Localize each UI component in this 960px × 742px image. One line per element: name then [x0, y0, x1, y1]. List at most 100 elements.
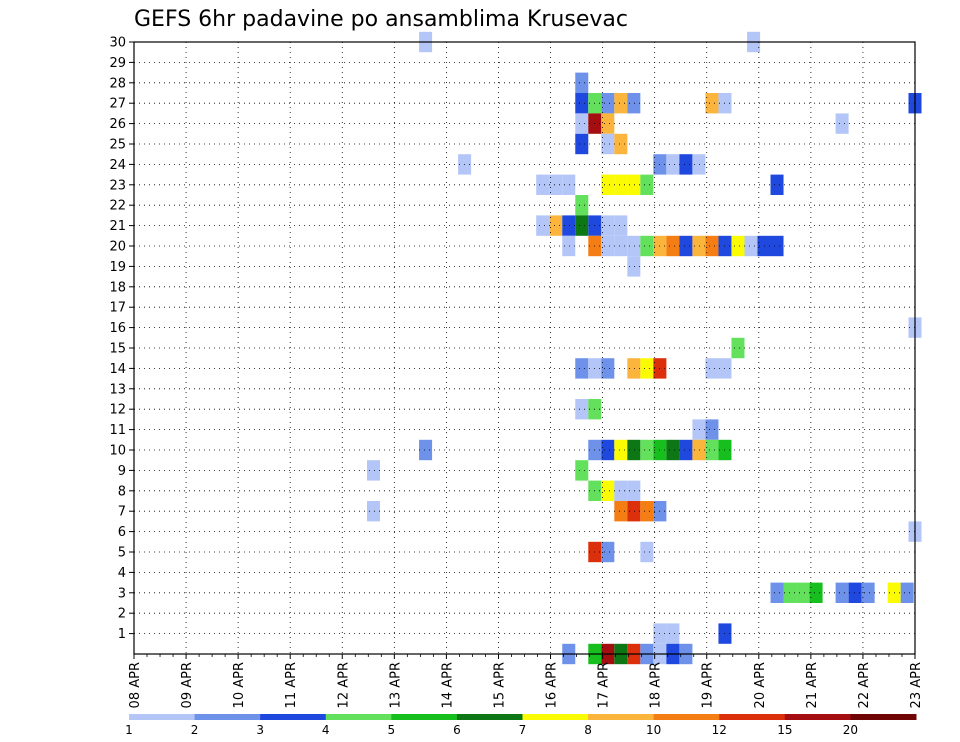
- y-tick-label: 30: [109, 36, 126, 51]
- heatmap-cell: [601, 439, 615, 461]
- heatmap-cell: [575, 215, 589, 236]
- x-tick-label: 18 APR: [649, 662, 664, 708]
- heatmap-cell: [848, 582, 862, 603]
- y-tick-label: 22: [109, 199, 126, 214]
- heatmap-cell: [770, 174, 784, 195]
- heatmap-cell: [601, 358, 615, 379]
- heatmap-cell: [575, 133, 589, 155]
- heatmap-cell: [640, 235, 654, 257]
- heatmap-cell: [835, 113, 849, 134]
- colorbar-label: 1: [125, 723, 133, 737]
- heatmap-cell: [601, 93, 615, 114]
- colorbar-swatch: [784, 714, 851, 720]
- colorbar-swatch: [391, 714, 458, 720]
- heatmap-cell: [627, 358, 641, 379]
- heatmap-cell: [366, 501, 381, 522]
- y-tick-label: 16: [109, 321, 126, 336]
- colorbar-label: 7: [519, 723, 527, 737]
- heatmap-cell: [575, 113, 589, 134]
- heatmap-cell: [770, 235, 784, 257]
- x-tick-label: 20 APR: [753, 662, 768, 708]
- y-tick-label: 8: [118, 484, 126, 499]
- colorbar-swatch: [850, 714, 917, 720]
- x-tick-label: 08 APR: [128, 662, 143, 708]
- y-tick-label: 5: [118, 546, 126, 561]
- heatmap-cell: [366, 460, 381, 481]
- heatmap-cell: [679, 154, 693, 175]
- x-tick-label: 10 APR: [232, 662, 247, 708]
- heatmap-cell: [666, 623, 680, 644]
- x-tick-label: 19 APR: [701, 662, 716, 708]
- y-tick-label: 27: [109, 97, 126, 112]
- heatmap-cell: [692, 154, 706, 175]
- heatmap-cell: [731, 337, 745, 359]
- grid-lines: [134, 42, 915, 654]
- y-tick-label: 6: [118, 525, 126, 540]
- heatmap-cell: [575, 195, 589, 216]
- heatmap-cell: [614, 215, 628, 236]
- colorbar: 1 2 3 4 5 6 7 8 10 12 15 20: [125, 714, 917, 737]
- colorbar-label: 2: [191, 723, 199, 737]
- heatmap-cell: [549, 215, 563, 236]
- y-tick-label: 23: [109, 178, 126, 193]
- heatmap-cell: [679, 235, 693, 257]
- heatmap-cell: [549, 174, 563, 195]
- heatmap-cell: [614, 501, 628, 522]
- heatmap-cell: [705, 439, 719, 461]
- y-tick-label: 19: [109, 260, 126, 275]
- heatmap-cell: [783, 582, 797, 603]
- heatmap-cell: [575, 358, 589, 379]
- y-tick-label: 18: [109, 280, 126, 295]
- heatmap-cell: [640, 541, 654, 563]
- x-tick-label: 16 APR: [545, 662, 560, 708]
- colorbar-swatch: [522, 714, 589, 720]
- heatmap-cell: [419, 439, 433, 461]
- heatmap-cell: [614, 174, 628, 195]
- heatmap-cell: [575, 399, 589, 420]
- x-tick-label: 22 APR: [857, 662, 872, 708]
- y-tick-label: 24: [109, 158, 126, 173]
- x-tick-label: 23 APR: [909, 662, 924, 708]
- heatmap-cell: [640, 174, 654, 195]
- heatmap-cell: [705, 93, 719, 114]
- x-axis: 08 APR 09 APR 10 APR 11 APR 12 APR 13 APR 14 A…: [128, 654, 924, 708]
- heatmap-cell: [679, 439, 693, 461]
- y-tick-label: 29: [109, 56, 126, 71]
- y-tick-label: 17: [109, 301, 126, 316]
- y-tick-label: 1: [118, 627, 126, 642]
- heatmap-cell: [614, 133, 628, 155]
- y-tick-label: 10: [109, 444, 126, 459]
- heatmap-cell: [705, 358, 719, 379]
- y-tick-label: 2: [118, 607, 126, 622]
- heatmap-cell: [562, 235, 576, 257]
- heatmap-cell: [575, 460, 589, 481]
- y-tick-label: 11: [109, 423, 126, 438]
- heatmap-cell: [614, 93, 628, 114]
- heatmap-cell: [640, 439, 654, 461]
- x-tick-label: 15 APR: [492, 662, 507, 708]
- heatmap-cell: [627, 235, 641, 257]
- x-tick-label: 17 APR: [597, 662, 612, 708]
- heatmap-cell: [900, 582, 914, 603]
- colorbar-swatch: [456, 714, 523, 720]
- heatmap-cell: [692, 235, 706, 257]
- colorbar-swatch: [653, 714, 720, 720]
- y-tick-label: 28: [109, 76, 126, 91]
- y-tick-label: 15: [109, 342, 126, 357]
- heatmap-cell: [601, 133, 615, 155]
- heatmap-cell: [731, 235, 745, 257]
- heatmap-cell: [861, 582, 875, 603]
- heatmap-cell: [705, 419, 719, 440]
- colorbar-swatch: [194, 714, 261, 720]
- colorbar-label: 6: [453, 723, 461, 737]
- colorbar-label: 3: [256, 723, 264, 737]
- heatmap-cell: [666, 235, 680, 257]
- heatmap-cell: [601, 174, 615, 195]
- y-tick-label: 25: [109, 138, 126, 153]
- heatmap-cell: [601, 480, 615, 501]
- y-tick-label: 13: [109, 382, 126, 397]
- y-tick-label: 9: [118, 464, 126, 479]
- heatmap-cell: [536, 215, 550, 236]
- heatmap-cell: [562, 215, 576, 236]
- colorbar-label: 12: [712, 723, 727, 737]
